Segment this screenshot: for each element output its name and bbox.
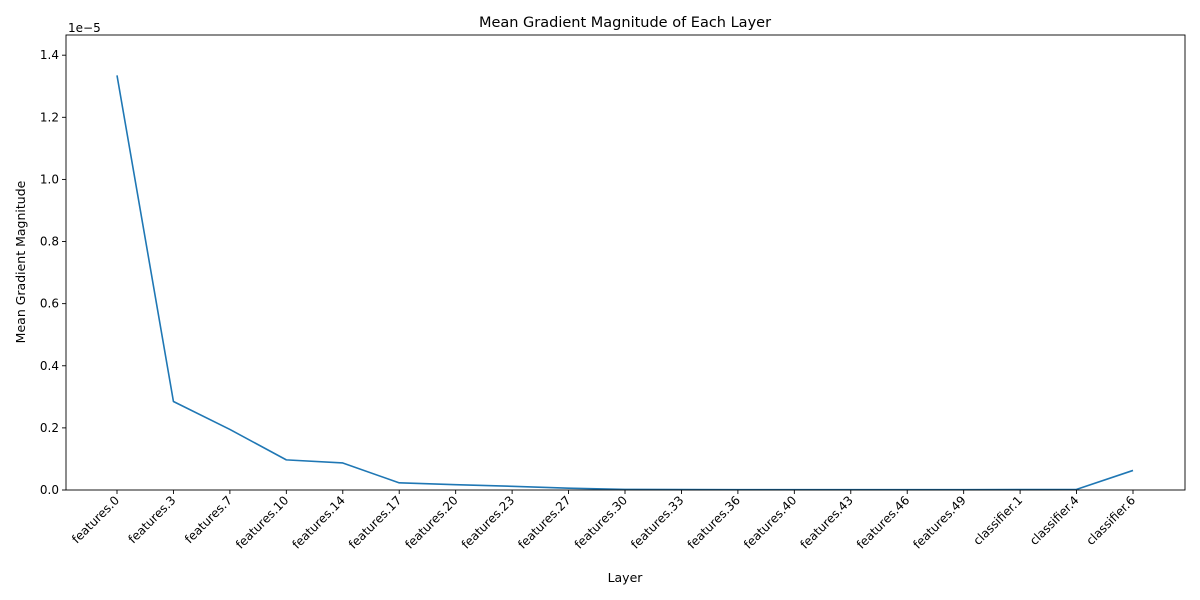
x-tick-label: features.3	[126, 493, 179, 546]
x-tick-label: classifier.1	[971, 493, 1026, 548]
series-layer	[116, 75, 1134, 491]
x-tick-label: features.49	[910, 493, 968, 551]
y-tick-label: 0.2	[40, 421, 59, 435]
x-tick-label: features.33	[628, 493, 686, 551]
plot-area-frame	[65, 34, 1186, 491]
x-tick-label: features.40	[741, 493, 799, 551]
x-axis-label: Layer	[608, 570, 644, 585]
y-tick-label: 0.4	[40, 359, 59, 373]
y-tick-label: 1.0	[40, 172, 59, 186]
x-tick-label: classifier.6	[1083, 493, 1138, 548]
y-axis-ticks: 0.0 0.2 0.4 0.6 0.8 1.0 1.2 1.4	[40, 48, 66, 497]
y-tick-label: 0.6	[40, 297, 59, 311]
x-tick-label: features.20	[402, 493, 460, 551]
y-axis-offset-text: 1e−5	[68, 21, 101, 35]
y-tick-label: 1.2	[40, 110, 59, 124]
y-tick-label: 0.8	[40, 235, 59, 249]
y-tick-label: 1.4	[40, 48, 59, 62]
series-line	[116, 75, 1134, 491]
x-tick-label: features.14	[289, 493, 347, 551]
y-axis-label: Mean Gradient Magnitude	[13, 180, 28, 343]
x-tick-label: features.7	[182, 493, 235, 546]
x-tick-label: features.0	[69, 493, 122, 546]
x-tick-label: classifier.4	[1027, 493, 1082, 548]
x-tick-label: features.30	[572, 493, 630, 551]
x-tick-label: features.46	[854, 493, 912, 551]
x-tick-label: features.10	[233, 493, 291, 551]
chart-title: Mean Gradient Magnitude of Each Layer	[479, 15, 771, 31]
x-tick-label: features.27	[515, 493, 573, 551]
x-tick-label: features.43	[797, 493, 855, 551]
x-tick-label: features.17	[346, 493, 404, 551]
x-tick-label: features.36	[685, 493, 743, 551]
x-axis-ticks: features.0 features.3 features.7features.1…	[69, 490, 1138, 552]
y-tick-label: 0.0	[40, 483, 59, 497]
x-tick-label: features.23	[459, 493, 517, 551]
